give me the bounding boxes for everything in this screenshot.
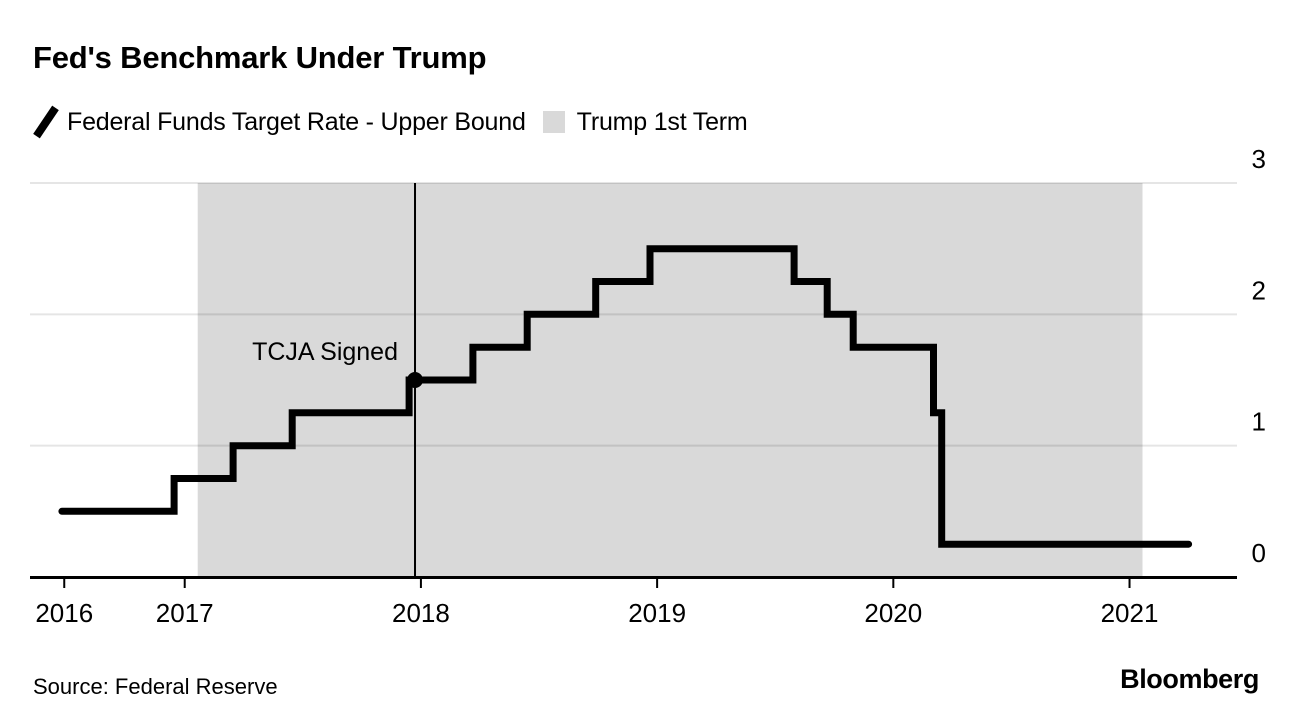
trump-term-band [197,183,1143,577]
y-tick-label-0: 0 [1252,538,1266,568]
x-tick-label-2020: 2020 [864,598,922,628]
line-swatch-stroke [33,105,59,139]
x-tick-label-2019: 2019 [628,598,686,628]
x-axis-line [30,576,1237,579]
legend: Federal Funds Target Rate - Upper Bound … [33,105,765,139]
legend-label-term: Trump 1st Term [576,107,748,136]
source-note: Source: Federal Reserve [33,674,278,699]
tcja-dot [407,372,424,388]
rate-step-line [58,245,1193,548]
y-tick-label-2: 2 [1252,275,1266,305]
legend-label-rate: Federal Funds Target Rate - Upper Bound [67,107,526,136]
band-swatch-icon [542,111,565,133]
y-tick-label-1: 1 [1252,407,1266,437]
tcja-annotation-label: TCJA Signed [252,338,398,366]
legend-item-rate: Federal Funds Target Rate - Upper Bound [33,105,526,139]
x-tick-label-2021: 2021 [1101,598,1159,628]
x-tick-label-2017: 2017 [156,598,214,628]
line-swatch-icon [33,105,59,139]
x-tick-label-2016: 2016 [35,598,93,628]
x-tick-label-2018: 2018 [392,598,450,628]
y-tick-label-3: 3 [1252,144,1266,174]
bloomberg-logo: Bloomberg [1120,664,1259,694]
legend-item-term: Trump 1st Term [542,107,748,137]
chart-title: Fed's Benchmark Under Trump [33,40,487,75]
